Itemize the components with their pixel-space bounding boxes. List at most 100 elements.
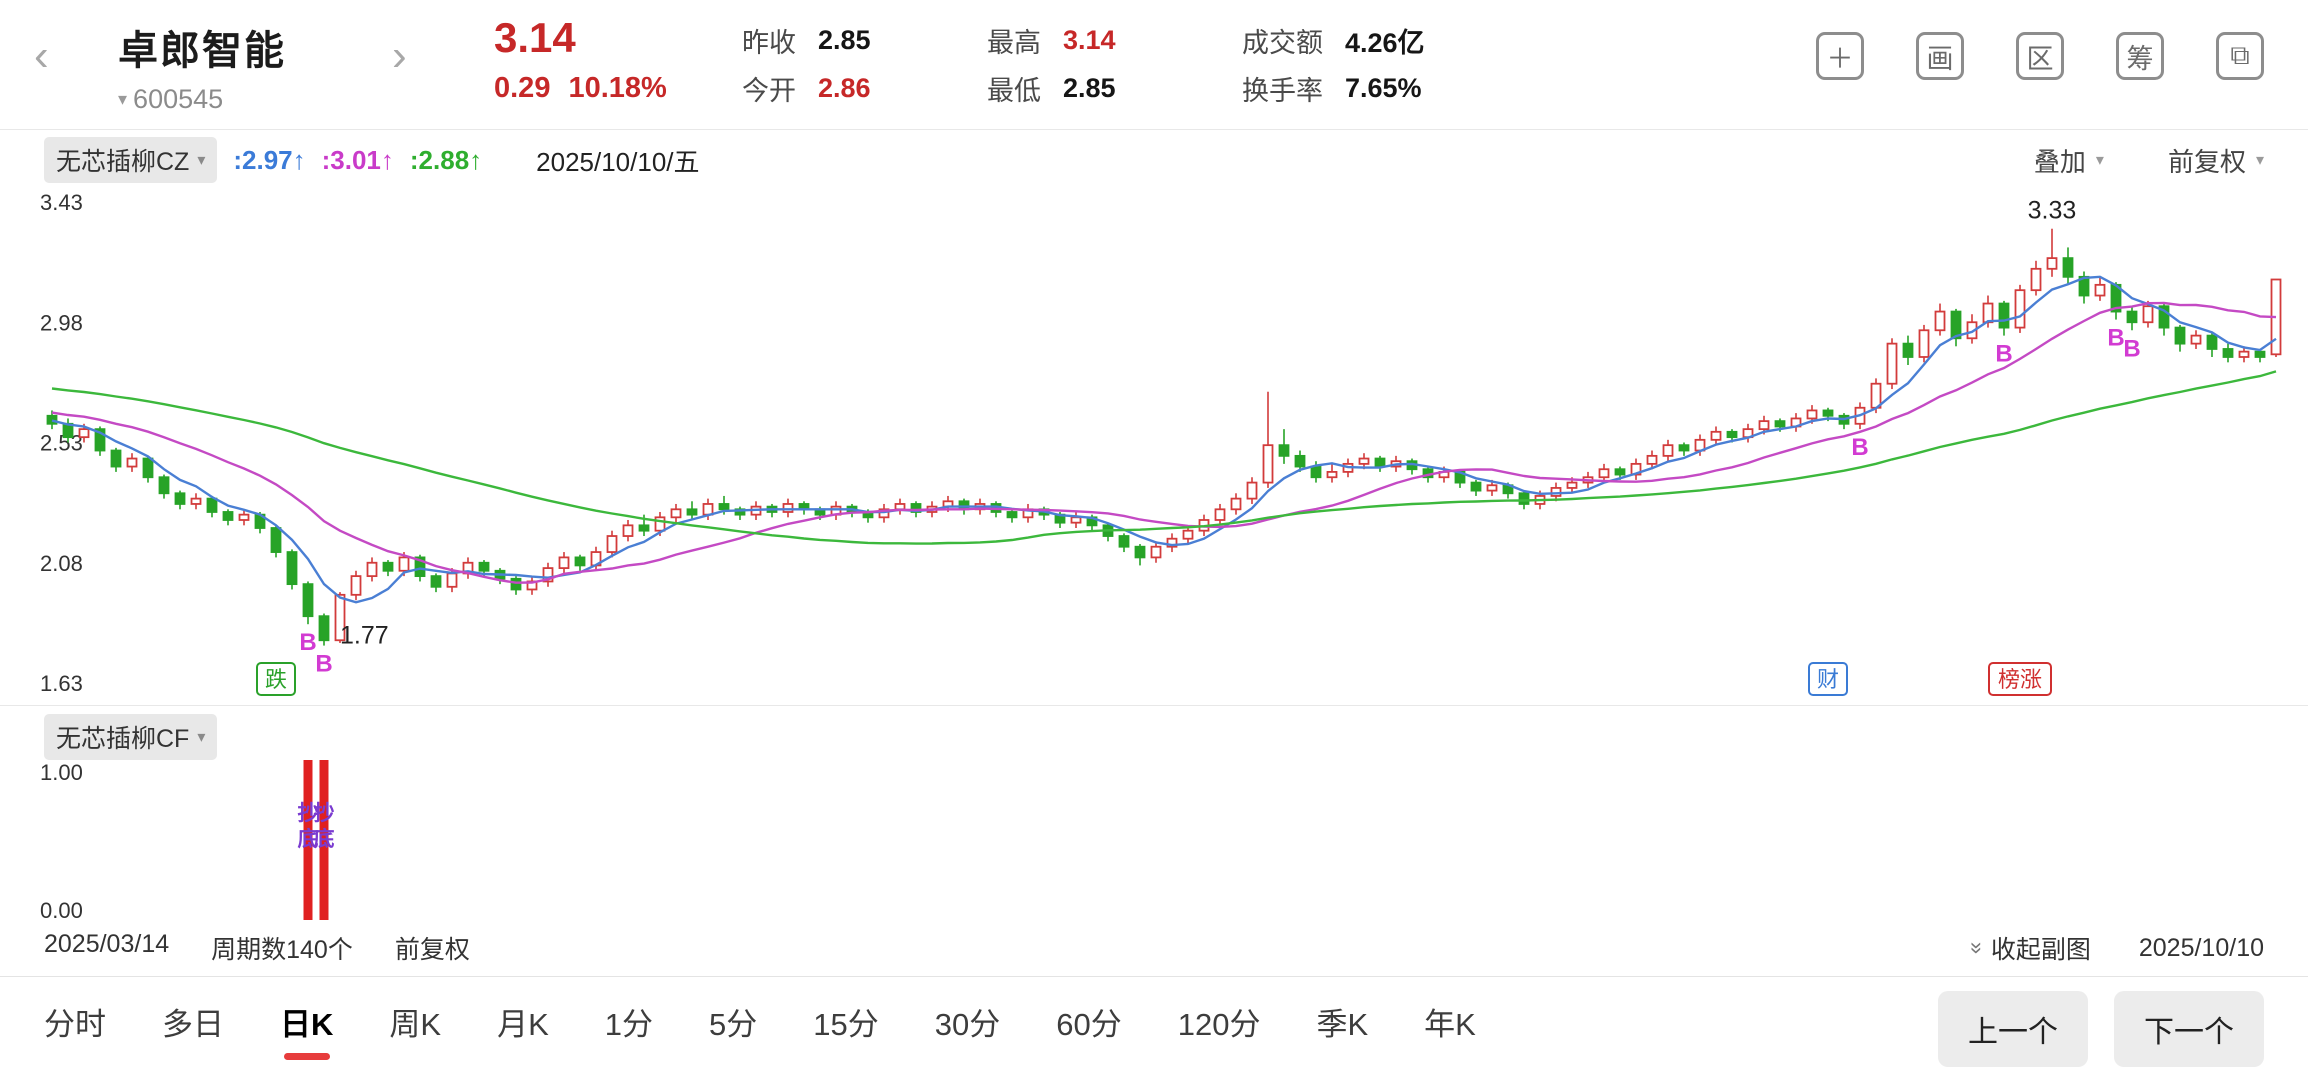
candle — [2190, 334, 2202, 345]
stat-label: 今开 — [742, 75, 796, 106]
tab-日K[interactable]: 日K — [280, 999, 333, 1060]
candle — [2126, 310, 2138, 324]
chart-divider — [0, 705, 2308, 706]
candlestick-chart[interactable]: 3.432.982.532.081.63BBBBBB3.331.77跌财榜涨 — [0, 186, 2308, 704]
event-badge[interactable] — [256, 662, 296, 696]
overlay-dropdown[interactable]: 叠加 ▾ — [2034, 142, 2104, 179]
candle — [2254, 350, 2266, 358]
tab-30分[interactable]: 30分 — [935, 999, 1000, 1060]
candle — [1982, 302, 1994, 324]
tab-月K[interactable]: 月K — [497, 999, 549, 1060]
candle — [1902, 342, 1914, 358]
candle — [1294, 454, 1306, 468]
collapse-subchart-button[interactable]: » 收起副图 — [1965, 930, 2091, 966]
candle — [238, 513, 250, 521]
candle — [1710, 430, 1722, 441]
active-tab-underline — [283, 1052, 330, 1060]
signal-text: 底 — [314, 827, 335, 851]
stat-value: 3.14 — [1063, 24, 1116, 55]
candle — [558, 556, 570, 569]
candle — [1278, 444, 1290, 457]
period-tabs: 分时 多日 日K 周K 月K 1分 5分 15分 30分 60分 120分 季K 年K — [44, 999, 1476, 1060]
tab-5分[interactable]: 5分 — [709, 999, 757, 1060]
main-indicator-selector[interactable]: 无芯插柳CZ ▾ — [44, 137, 218, 183]
sub-y-axis-label: 0.00 — [40, 898, 83, 923]
range-start-date: 2025/03/14 — [44, 930, 170, 958]
candle — [190, 497, 202, 505]
candle — [2206, 334, 2218, 350]
tab-周K[interactable]: 周K — [389, 999, 441, 1060]
tab-label: 季K — [1316, 1006, 1369, 1042]
float-window-button[interactable]: ⧉ — [2216, 32, 2264, 80]
event-badge[interactable] — [1808, 662, 1848, 696]
tab-label: 120分 — [1177, 1006, 1261, 1042]
active-tab-underline — [500, 1053, 546, 1060]
candle — [1486, 484, 1498, 492]
draw-button[interactable]: 画 — [1916, 32, 1964, 80]
stock-name: 卓郎智能 — [118, 29, 286, 73]
tab-15分[interactable]: 15分 — [813, 999, 878, 1060]
candle — [446, 572, 458, 588]
indicator-value-1: :3.01↑ — [321, 144, 394, 175]
add-button[interactable]: ＋ — [1816, 32, 1864, 80]
sub-indicator-name: 无芯插柳CF — [56, 725, 190, 753]
stats-grid: 昨收 2.85 今开 2.86 最高 3.14 最低 2.85 成交额 4.26亿 换手率 7.65% — [742, 16, 1582, 112]
stat-1: 今开 2.86 — [742, 69, 987, 108]
previous-button[interactable]: 上一个 — [1938, 991, 2088, 1067]
candle — [286, 551, 298, 586]
tab-label: 月K — [497, 1006, 549, 1042]
sub-indicator-selector[interactable]: 无芯插柳CF ▾ — [44, 714, 218, 760]
next-stock-arrow-icon[interactable]: › — [392, 31, 407, 80]
candle — [2142, 305, 2154, 324]
candle — [174, 492, 186, 505]
prev-stock-arrow-icon[interactable]: ‹ — [34, 31, 49, 80]
candle — [1118, 535, 1130, 548]
candle — [782, 503, 794, 513]
candle — [2238, 350, 2250, 358]
candle — [94, 428, 106, 452]
candle — [1598, 468, 1610, 479]
stock-code-row: ▾ 600545 — [118, 84, 286, 115]
candle — [126, 457, 138, 468]
stat-4: 成交额 4.26亿 — [1242, 21, 1582, 60]
tab-年K[interactable]: 年K — [1424, 999, 1476, 1060]
chevron-down-icon: ▾ — [197, 152, 206, 169]
active-tab-underline — [1427, 1053, 1473, 1060]
candle — [2174, 326, 2186, 345]
y-axis-label: 2.98 — [40, 310, 83, 335]
next-button[interactable]: 下一个 — [2114, 991, 2264, 1067]
event-badge[interactable] — [1988, 662, 2052, 696]
price-change-row: 0.29 10.18% — [494, 72, 667, 105]
footer-buttons: 上一个 下一个 — [1938, 991, 2264, 1067]
tab-60分[interactable]: 60分 — [1056, 999, 1121, 1060]
tab-label: 5分 — [709, 1006, 758, 1042]
active-tab-underline — [392, 1053, 438, 1060]
chips-button[interactable]: 筹 — [2116, 32, 2164, 80]
chevron-down-icon: ▾ — [197, 729, 206, 746]
price-change-pct: 10.18% — [568, 72, 667, 104]
tab-120分[interactable]: 120分 — [1178, 999, 1261, 1060]
candle — [1230, 497, 1242, 511]
candle — [382, 561, 394, 572]
stock-name-block[interactable]: 卓郎智能 ▾ 600545 — [118, 18, 286, 115]
stat-value: 7.65% — [1345, 72, 1422, 103]
candle — [1566, 481, 1578, 489]
y-axis-label: 2.53 — [40, 431, 83, 456]
tab-多日[interactable]: 多日 — [162, 999, 224, 1060]
stat-5: 换手率 7.65% — [1242, 69, 1582, 108]
stat-label: 最低 — [987, 75, 1041, 106]
candle — [46, 414, 58, 425]
sub-indicator-bar: 无芯插柳CF ▾ — [44, 714, 218, 760]
tab-1分[interactable]: 1分 — [605, 999, 653, 1060]
crosshair-date: 2025/10/10/五 — [536, 146, 700, 177]
region-button[interactable]: 区 — [2016, 32, 2064, 80]
adjust-mode-dropdown[interactable]: 前复权 ▾ — [2168, 142, 2264, 179]
candle — [606, 535, 618, 553]
tab-季K[interactable]: 季K — [1316, 999, 1368, 1060]
candle — [1070, 516, 1082, 524]
overlay-label: 叠加 — [2033, 146, 2086, 177]
tab-分时[interactable]: 分时 — [44, 999, 106, 1060]
candle — [318, 615, 330, 642]
